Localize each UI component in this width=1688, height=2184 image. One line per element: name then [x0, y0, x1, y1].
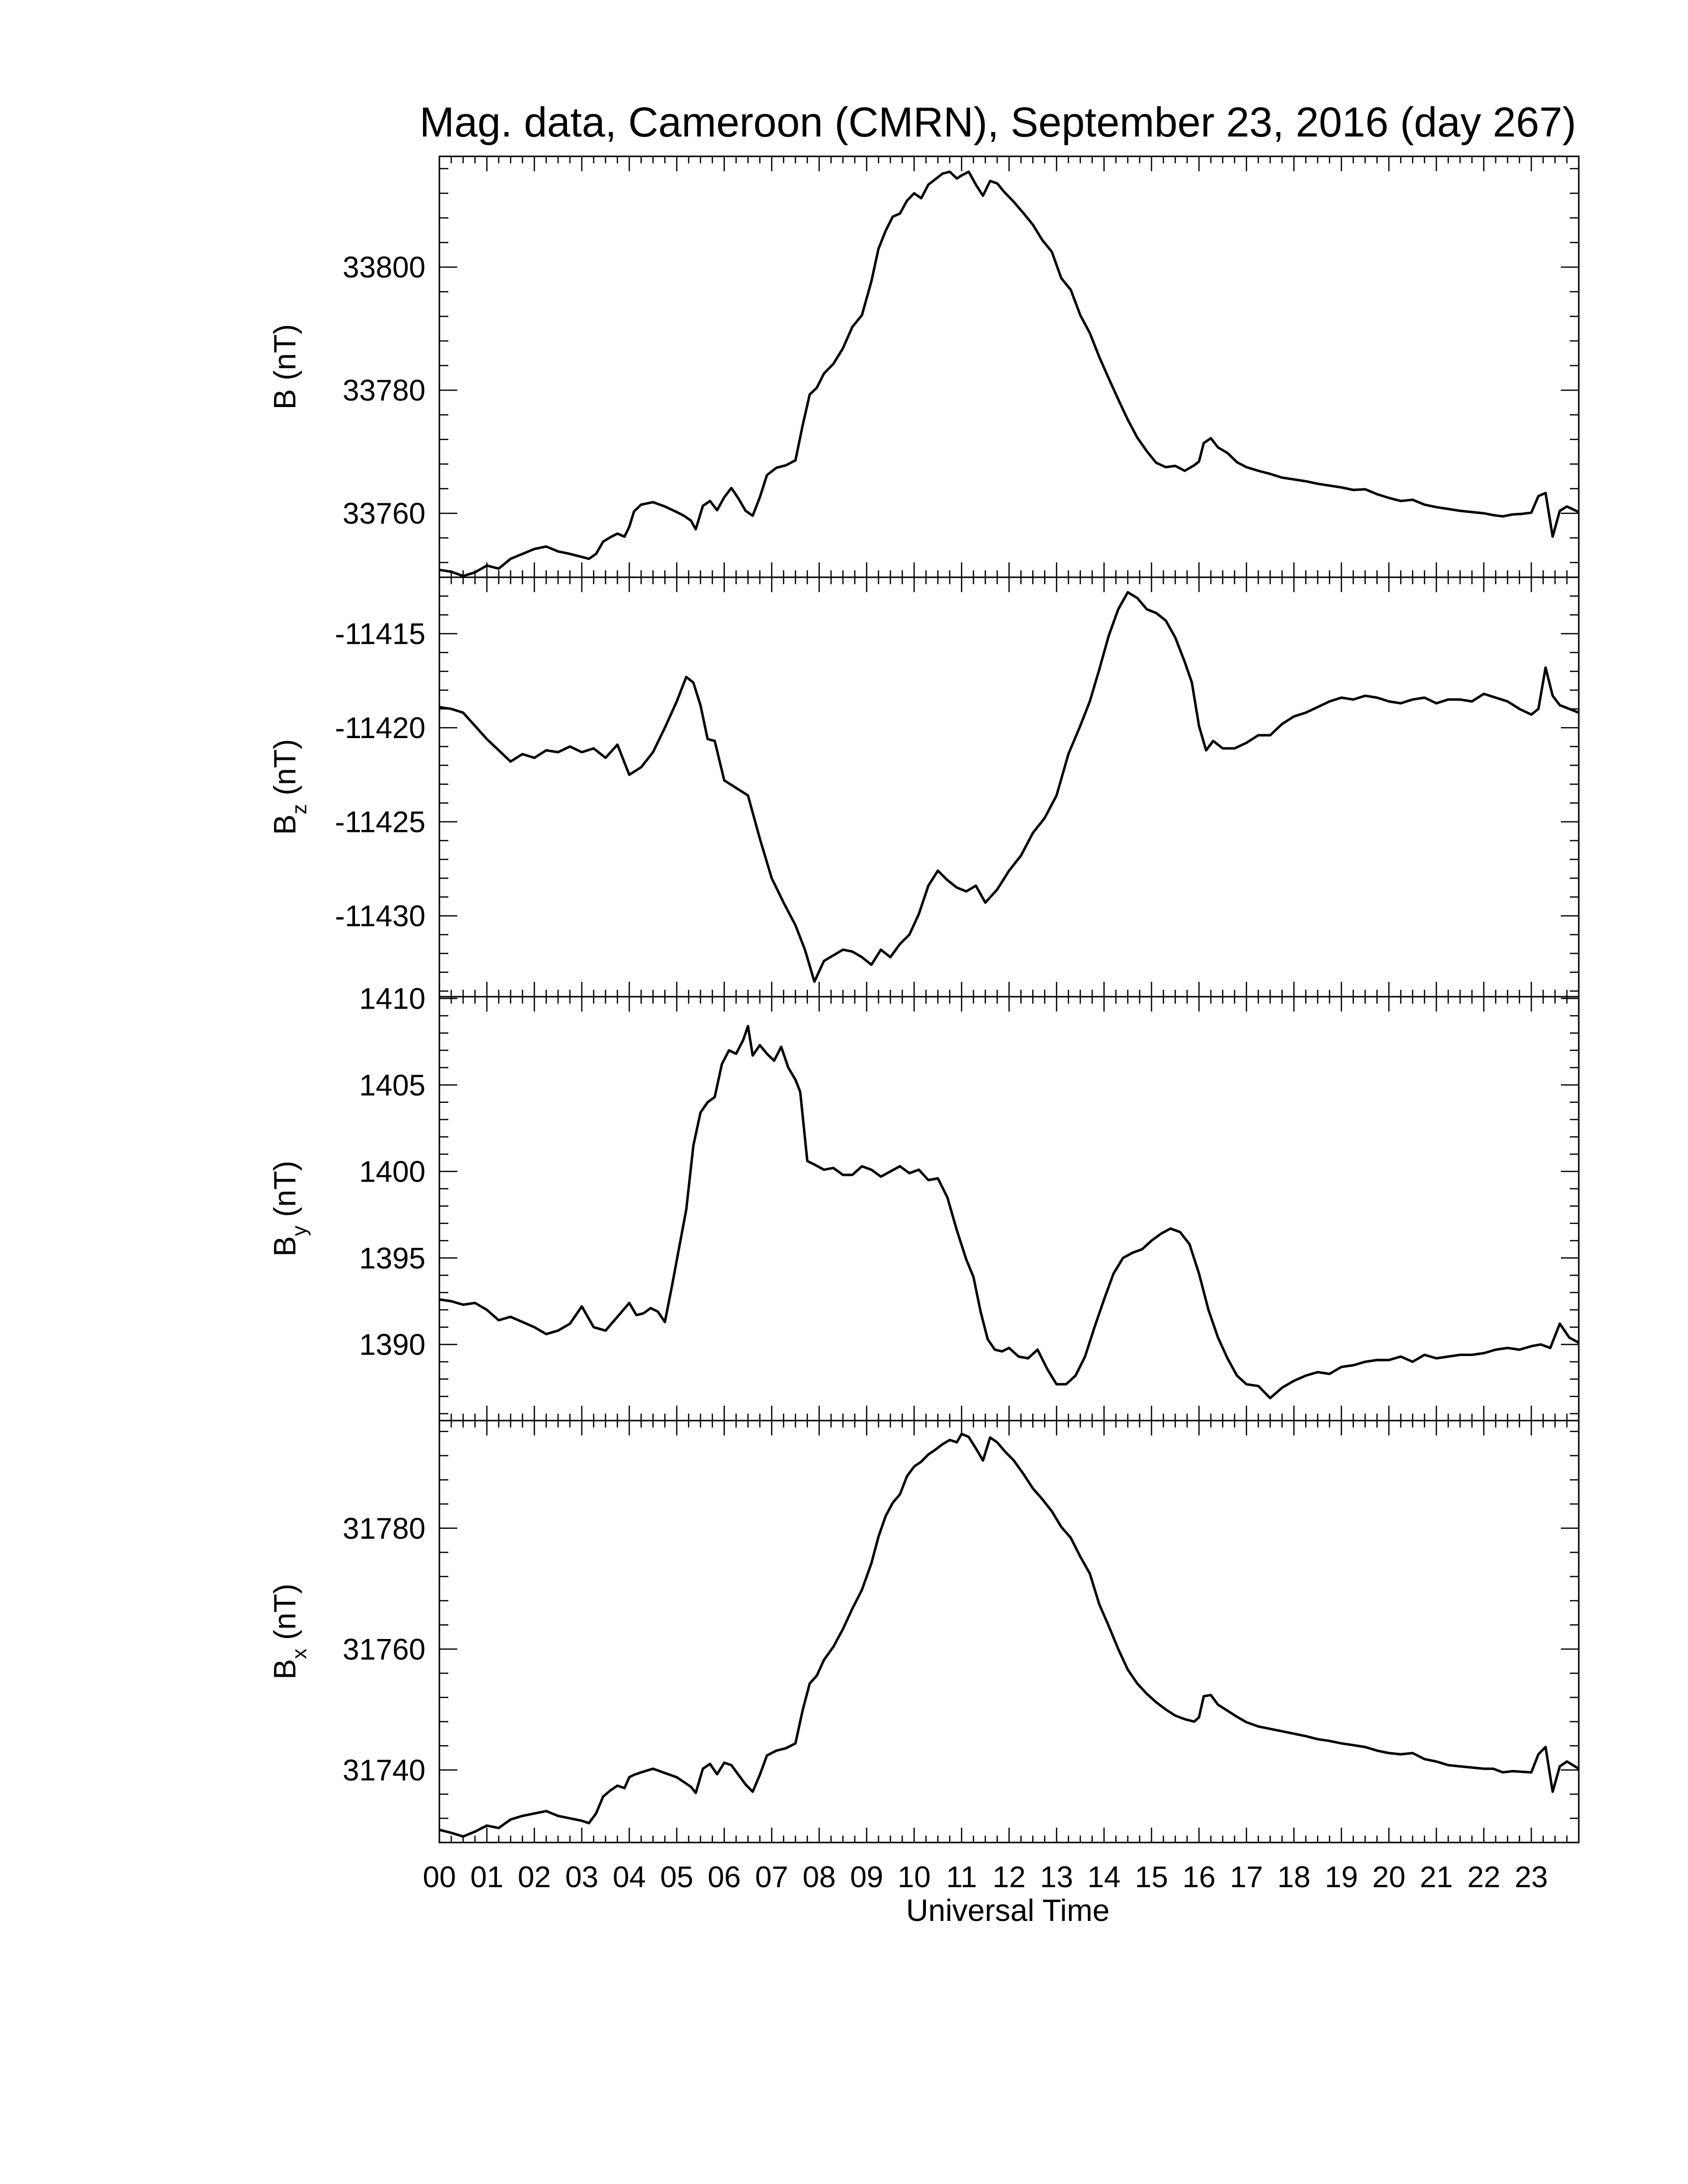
- x-tick-label: 10: [898, 1860, 931, 1894]
- chart-title: Mag. data, Cameroon (CMRN), September 23…: [420, 99, 1576, 145]
- y-tick-label: -11420: [335, 711, 425, 745]
- y-tick-label: 31740: [343, 1754, 425, 1787]
- y-tick-label: 1395: [359, 1241, 425, 1275]
- x-tick-label: 09: [850, 1860, 883, 1894]
- x-axis-label: Universal Time: [906, 1894, 1110, 1928]
- plot-frame: [438, 996, 1580, 1422]
- y-tick-label: 31780: [343, 1512, 425, 1545]
- panel-by: 1390 1395 1400 1405 1410 By (nT): [268, 982, 1580, 1422]
- y-axis-label-subscript: z: [287, 804, 311, 815]
- x-tick-label: 13: [1040, 1860, 1073, 1894]
- y-tick-label: -11415: [335, 617, 425, 651]
- y-tick-label: -11425: [335, 806, 425, 839]
- y-tick-label: 1390: [359, 1328, 425, 1362]
- plot-frame: [438, 1420, 1580, 1843]
- y-axis-label-unit: (nT): [268, 324, 302, 389]
- x-tick-label: 18: [1277, 1860, 1311, 1894]
- x-tick-label: 06: [707, 1860, 741, 1894]
- y-tick-label: 33780: [343, 374, 425, 407]
- y-axis-label-main: B: [268, 815, 302, 835]
- x-tick-label: 02: [518, 1860, 551, 1894]
- panel-b: 33760 33780 33800 B (nT): [268, 155, 1580, 578]
- y-axis-label-main: B: [268, 389, 302, 410]
- x-tick-label: 14: [1087, 1860, 1121, 1894]
- x-tick-label: 22: [1467, 1860, 1500, 1894]
- panel-bz: -11430 -11425 -11420 -11415 Bz (nT): [268, 576, 1580, 998]
- y-axis-label: By (nT): [268, 1160, 311, 1256]
- series-line-bz: [439, 591, 1579, 983]
- y-axis-label-subscript: x: [287, 1648, 311, 1659]
- x-tick-label: 04: [613, 1860, 646, 1894]
- y-tick-label: 1400: [359, 1155, 425, 1188]
- y-tick-label: 1405: [359, 1069, 425, 1102]
- y-tick-label: -11430: [335, 899, 425, 933]
- x-tick-label: 08: [803, 1860, 836, 1894]
- panel-bx: 31740 31760 31780 Bx (nT): [268, 1420, 1580, 1843]
- series-line-by: [439, 1024, 1579, 1400]
- x-tick-label: 23: [1515, 1860, 1548, 1894]
- x-tick-label: 19: [1325, 1860, 1358, 1894]
- x-tick-label: 21: [1420, 1860, 1453, 1894]
- y-axis-label-unit: (nT): [268, 739, 302, 804]
- x-tick-label: 03: [565, 1860, 599, 1894]
- x-tick-label: 17: [1230, 1860, 1263, 1894]
- plot-frame: [438, 576, 1580, 998]
- y-tick-label: 33800: [343, 251, 425, 284]
- x-tick-label: 07: [755, 1860, 788, 1894]
- y-axis-label-main: B: [268, 1659, 302, 1679]
- series-line-bx: [439, 1433, 1579, 1838]
- y-tick-label: 33760: [343, 497, 425, 530]
- y-axis-label-unit: (nT): [268, 1160, 302, 1226]
- y-axis-label: Bx (nT): [268, 1583, 311, 1679]
- plot-frame: [438, 155, 1580, 578]
- y-axis-label-subscript: y: [287, 1226, 311, 1236]
- x-tick-label: 11: [946, 1860, 977, 1894]
- x-tick-label: 15: [1135, 1860, 1168, 1894]
- y-axis-label: B (nT): [268, 324, 302, 410]
- series-line-b: [439, 170, 1579, 577]
- y-axis-label-unit: (nT): [268, 1583, 302, 1648]
- x-tick-label: 00: [423, 1860, 456, 1894]
- y-axis-label-main: B: [268, 1236, 302, 1256]
- x-tick-label: 05: [660, 1860, 694, 1894]
- x-tick-label: 12: [992, 1860, 1026, 1894]
- x-tick-label: 20: [1372, 1860, 1406, 1894]
- y-axis-label: Bz (nT): [268, 739, 311, 835]
- y-tick-label: 1410: [359, 982, 425, 1015]
- x-tick-label: 16: [1183, 1860, 1216, 1894]
- x-tick-label: 01: [470, 1860, 503, 1894]
- y-tick-label: 31760: [343, 1633, 425, 1666]
